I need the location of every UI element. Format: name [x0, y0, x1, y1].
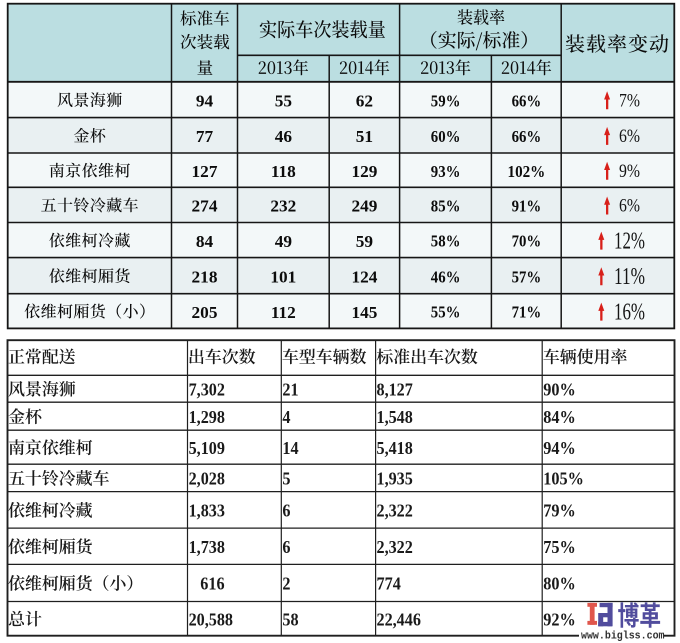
- svg-text:59: 59: [356, 232, 374, 251]
- svg-text:9%: 9%: [619, 162, 640, 182]
- svg-text:6: 6: [282, 501, 290, 521]
- svg-text:1,833: 1,833: [189, 501, 225, 521]
- svg-text:51: 51: [356, 127, 373, 146]
- svg-text:1,738: 1,738: [189, 537, 225, 557]
- svg-text:2,028: 2,028: [189, 469, 225, 489]
- svg-text:94: 94: [196, 91, 214, 110]
- svg-text:774: 774: [377, 574, 401, 594]
- svg-text:5,418: 5,418: [377, 438, 413, 458]
- svg-text:102%: 102%: [508, 162, 546, 181]
- svg-text:1,935: 1,935: [377, 469, 413, 489]
- svg-text:4: 4: [282, 407, 290, 427]
- svg-text:94%: 94%: [543, 438, 576, 458]
- svg-text:79%: 79%: [543, 501, 576, 521]
- svg-text:12%: 12%: [614, 228, 645, 254]
- svg-text:11%: 11%: [614, 264, 645, 290]
- svg-text:1,298: 1,298: [189, 407, 225, 427]
- svg-text:55: 55: [275, 91, 292, 110]
- svg-text:249: 249: [351, 197, 377, 216]
- svg-text:14: 14: [282, 438, 298, 458]
- svg-text:124: 124: [351, 267, 377, 286]
- svg-text:92%: 92%: [543, 609, 576, 629]
- svg-text:85%: 85%: [431, 197, 461, 216]
- svg-text:16%: 16%: [614, 299, 645, 325]
- svg-text:84%: 84%: [543, 407, 576, 427]
- svg-text:5: 5: [282, 469, 290, 489]
- svg-text:145: 145: [351, 303, 377, 322]
- svg-text:62: 62: [356, 91, 373, 110]
- svg-text:84: 84: [196, 232, 214, 251]
- svg-text:46: 46: [275, 127, 293, 146]
- svg-text:22,446: 22,446: [377, 609, 421, 629]
- svg-text:55%: 55%: [431, 303, 461, 322]
- svg-text:101: 101: [270, 267, 296, 286]
- svg-text:8,127: 8,127: [377, 379, 413, 399]
- svg-text:7%: 7%: [619, 91, 640, 111]
- svg-text:21: 21: [282, 379, 298, 399]
- svg-text:2,322: 2,322: [377, 537, 413, 557]
- svg-text:80%: 80%: [543, 574, 576, 594]
- svg-text:93%: 93%: [431, 162, 461, 181]
- svg-text:70%: 70%: [512, 232, 542, 251]
- svg-text:2,322: 2,322: [377, 501, 413, 521]
- svg-text:205: 205: [192, 303, 218, 322]
- svg-text:129: 129: [351, 162, 377, 181]
- svg-text:58: 58: [282, 609, 298, 629]
- svg-text:616: 616: [200, 574, 224, 594]
- svg-text:46%: 46%: [431, 267, 461, 286]
- svg-text:1,548: 1,548: [377, 407, 413, 427]
- svg-text:49: 49: [275, 232, 293, 251]
- svg-text:20,588: 20,588: [189, 609, 233, 629]
- svg-text:91%: 91%: [512, 197, 542, 216]
- svg-text:6%: 6%: [619, 197, 640, 217]
- svg-text:118: 118: [271, 162, 296, 181]
- svg-text:58%: 58%: [431, 232, 461, 251]
- svg-text:5,109: 5,109: [189, 438, 225, 458]
- svg-text:66%: 66%: [512, 127, 542, 146]
- svg-text:7,302: 7,302: [189, 379, 225, 399]
- svg-text:105%: 105%: [543, 469, 584, 489]
- svg-text:6%: 6%: [619, 127, 640, 147]
- svg-text:218: 218: [192, 267, 218, 286]
- svg-text:77: 77: [196, 127, 214, 146]
- svg-text:66%: 66%: [512, 91, 542, 110]
- svg-text:75%: 75%: [543, 537, 576, 557]
- svg-text:57%: 57%: [512, 267, 542, 286]
- svg-text:274: 274: [192, 197, 218, 216]
- svg-text:90%: 90%: [543, 379, 576, 399]
- svg-text:60%: 60%: [431, 127, 461, 146]
- svg-text:232: 232: [270, 197, 296, 216]
- svg-text:59%: 59%: [431, 91, 461, 110]
- svg-text:2: 2: [282, 574, 290, 594]
- svg-text:127: 127: [192, 162, 218, 181]
- svg-text:112: 112: [271, 303, 296, 322]
- svg-text:71%: 71%: [512, 303, 542, 322]
- svg-text:6: 6: [282, 537, 290, 557]
- svg-text:www.biglss.com: www.biglss.com: [581, 630, 665, 642]
